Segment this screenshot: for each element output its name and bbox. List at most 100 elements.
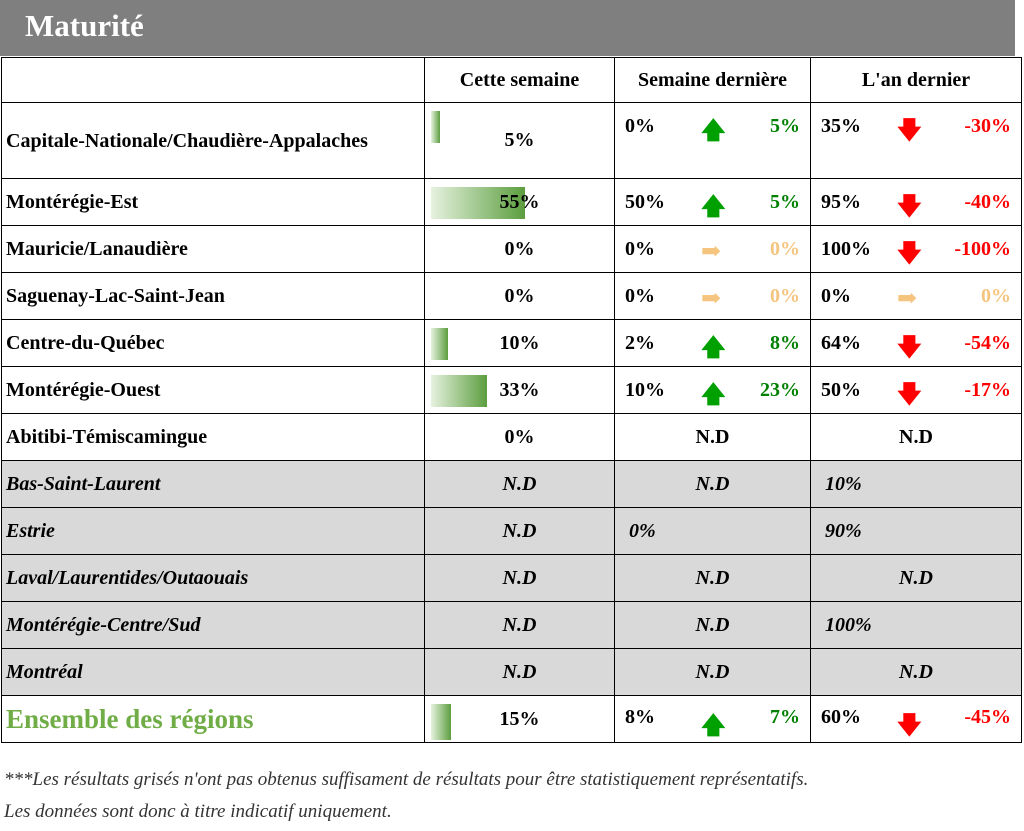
last-year-change: 0%	[981, 285, 1011, 307]
table-row: Bas-Saint-Laurent N.D N.D 10%	[1, 460, 1022, 508]
last-year-cell: N.D	[810, 648, 1022, 696]
arrow-down-icon: 🡇	[897, 194, 922, 220]
last-week-na: N.D	[695, 566, 730, 589]
region-name: Capitale-Nationale/Chaudière-Appalaches	[1, 102, 425, 179]
last-year-cell: 10%	[810, 460, 1022, 508]
arrow-up-icon: 🡅	[701, 382, 726, 408]
last-week-change: 7%	[770, 706, 800, 728]
last-week-cell: 2% 🡅 8%	[614, 319, 811, 367]
region-name: Abitibi-Témiscamingue	[1, 413, 425, 461]
footnote: ***Les résultats grisés n'ont pas obtenu…	[4, 764, 808, 828]
last-week-value: 2%	[625, 332, 655, 354]
last-year-cell: 90%	[810, 507, 1022, 555]
this-week-value: 33%	[499, 378, 540, 401]
last-year-cell: 35% 🡇 -30%	[810, 102, 1022, 179]
last-week-value: 50%	[625, 191, 665, 213]
last-week-value: 8%	[625, 706, 655, 728]
this-week-cell: N.D	[424, 507, 615, 555]
this-week-cell: 5%	[424, 102, 615, 179]
this-week-cell: 55%	[424, 178, 615, 226]
last-week-cell: 10% 🡅 23%	[614, 366, 811, 414]
last-week-change: 0%	[770, 285, 800, 307]
this-week-cell: 0%	[424, 225, 615, 273]
last-year-cell: 100%	[810, 601, 1022, 649]
last-year-change: -40%	[964, 191, 1011, 213]
arrow-up-icon: 🡅	[701, 194, 726, 220]
last-year-value: 10%	[825, 473, 862, 495]
table-row: Capitale-Nationale/Chaudière-Appalaches 5…	[1, 102, 1022, 179]
this-week-value: 0%	[504, 284, 535, 307]
last-year-value: 50%	[821, 379, 861, 401]
header-last-year: L'an dernier	[810, 57, 1022, 103]
last-year-cell: 50% 🡇 -17%	[810, 366, 1022, 414]
arrow-down-icon: 🡇	[897, 241, 922, 267]
last-year-value: 0%	[821, 285, 851, 307]
last-year-change: -30%	[964, 115, 1011, 137]
last-week-cell: 0% ➡ 0%	[614, 272, 811, 320]
this-week-value: N.D	[502, 519, 537, 542]
region-name: Saguenay-Lac-Saint-Jean	[1, 272, 425, 320]
last-year-na: N.D	[899, 566, 933, 589]
last-year-cell: N.D	[810, 554, 1022, 602]
arrow-down-icon: 🡇	[897, 335, 922, 361]
this-week-value: N.D	[502, 566, 537, 589]
region-name: Montréal	[1, 648, 425, 696]
this-week-value: 0%	[504, 237, 535, 260]
this-week-cell: N.D	[424, 648, 615, 696]
last-week-cell: N.D	[614, 460, 811, 508]
footnote-line-1: ***Les résultats grisés n'ont pas obtenu…	[4, 769, 809, 790]
region-name: Mauricie/Lanaudière	[1, 225, 425, 273]
last-year-cell: 100% 🡇 -100%	[810, 225, 1022, 273]
last-week-na: N.D	[695, 472, 730, 495]
table-row: Laval/Laurentides/Outaouais N.D N.D N.D	[1, 554, 1022, 602]
region-name: Centre-du-Québec	[1, 319, 425, 367]
last-year-value: 100%	[821, 238, 871, 260]
last-week-cell: N.D	[614, 554, 811, 602]
last-week-value: 0%	[625, 115, 655, 137]
arrow-right-icon: ➡	[701, 286, 722, 312]
this-week-cell: 10%	[424, 319, 615, 367]
this-week-value: 55%	[499, 190, 540, 213]
header-region	[1, 57, 425, 103]
last-week-change: 0%	[770, 238, 800, 260]
table-row: Saguenay-Lac-Saint-Jean 0% 0% ➡ 0% 0% ➡ 0%	[1, 272, 1022, 320]
last-week-value: 0%	[625, 238, 655, 260]
last-week-na: N.D	[695, 425, 730, 448]
this-week-value: 5%	[504, 129, 535, 151]
last-year-na: N.D	[899, 425, 933, 448]
this-week-value: N.D	[502, 472, 537, 495]
page-title: Maturité	[25, 8, 144, 43]
region-name: Bas-Saint-Laurent	[1, 460, 425, 508]
last-year-value: 35%	[821, 115, 861, 137]
this-week-cell: 0%	[424, 272, 615, 320]
data-bar	[431, 704, 451, 740]
arrow-down-icon: 🡇	[897, 382, 922, 408]
region-name: Montérégie-Centre/Sud	[1, 601, 425, 649]
this-week-value: 10%	[499, 331, 540, 354]
region-name: Montérégie-Ouest	[1, 366, 425, 414]
last-year-cell: 64% 🡇 -54%	[810, 319, 1022, 367]
last-week-cell: 0%	[614, 507, 811, 555]
arrow-up-icon: 🡅	[701, 335, 726, 361]
this-week-value: N.D	[502, 660, 537, 683]
last-week-value: 10%	[625, 379, 665, 401]
header-last-week: Semaine dernière	[614, 57, 811, 103]
arrow-down-icon: 🡇	[897, 713, 922, 739]
table-row: Mauricie/Lanaudière 0% 0% ➡ 0% 100% 🡇 -100%	[1, 225, 1022, 273]
last-week-cell: 0% 🡅 5%	[614, 102, 811, 179]
arrow-up-icon: 🡅	[701, 713, 726, 739]
table-row: Abitibi-Témiscamingue 0% N.D N.D	[1, 413, 1022, 461]
data-bar	[431, 375, 488, 407]
table-row: Montérégie-Ouest 33% 10% 🡅 23% 50% 🡇 -17%	[1, 366, 1022, 414]
last-week-na: N.D	[695, 613, 730, 636]
this-week-cell: N.D	[424, 601, 615, 649]
last-week-value: 0%	[625, 285, 655, 307]
last-week-cell: 0% ➡ 0%	[614, 225, 811, 273]
last-week-change: 5%	[770, 115, 800, 137]
table-row: Montérégie-Est 55% 50% 🡅 5% 95% 🡇 -40%	[1, 178, 1022, 226]
region-name: Estrie	[1, 507, 425, 555]
region-name: Ensemble des régions	[1, 695, 425, 743]
last-year-value: 64%	[821, 332, 861, 354]
last-year-cell: 60% 🡇 -45%	[810, 695, 1022, 743]
header-row: Cette semaine Semaine dernière L'an dern…	[1, 57, 1022, 103]
